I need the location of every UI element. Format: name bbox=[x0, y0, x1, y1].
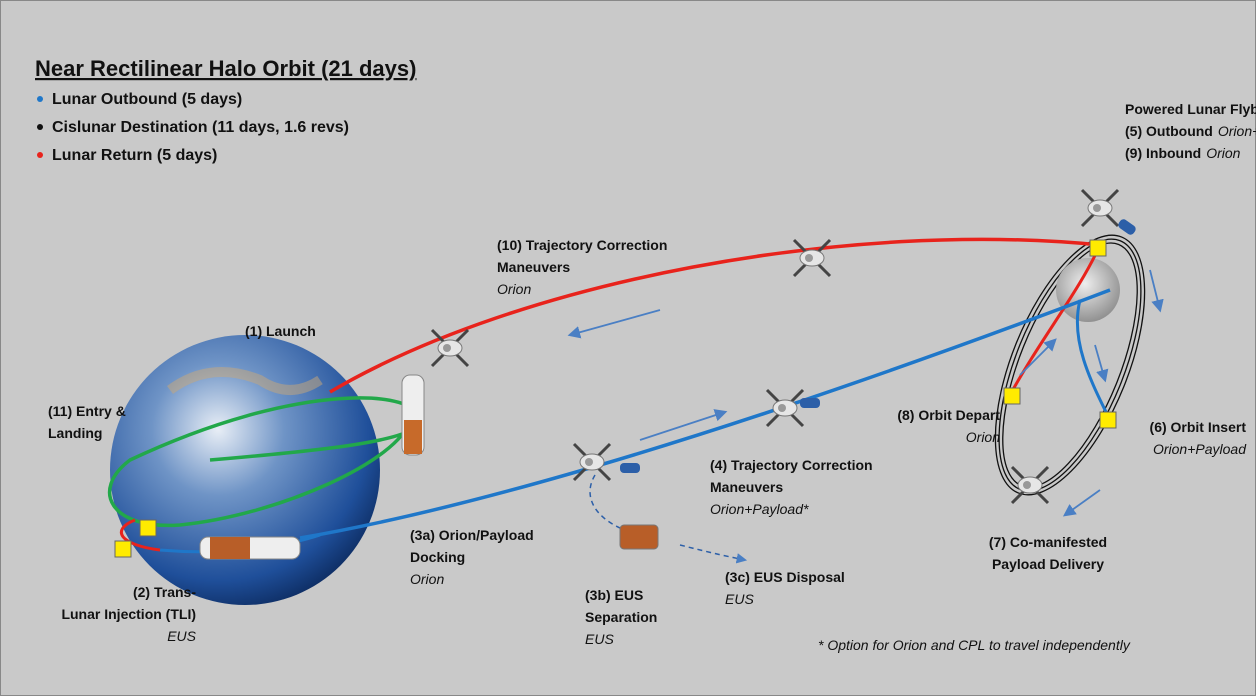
return-trajectory bbox=[1008, 244, 1102, 396]
annotation-line: (2) Trans- bbox=[133, 584, 196, 600]
annotation-line: Landing bbox=[48, 425, 102, 441]
flyby-who: Orion+Payload bbox=[1218, 123, 1256, 139]
flyby-label: (5) Outbound bbox=[1125, 123, 1213, 139]
outbound-trajectory bbox=[1075, 299, 1112, 421]
annotation-line: Payload Delivery bbox=[992, 556, 1104, 572]
annotation-line: (6) Orbit Insert bbox=[1150, 419, 1247, 435]
flyby-item: (9) Inbound Orion bbox=[1125, 145, 1241, 161]
annotation-line: (1) Launch bbox=[245, 323, 316, 339]
flyby-notes: Powered Lunar Flybys (5) Outbound Orion+Pa… bbox=[1125, 101, 1256, 161]
annotation-line: Docking bbox=[410, 549, 465, 565]
annotation-line: Maneuvers bbox=[497, 259, 570, 275]
flyby-heading: Powered Lunar Flybys bbox=[1125, 101, 1256, 117]
outbound-trajectory bbox=[299, 288, 1111, 540]
annotation-sub: EUS bbox=[725, 591, 754, 607]
legend-item: Cislunar Destination (11 days, 1.6 revs) bbox=[52, 119, 349, 136]
annotation-sub: EUS bbox=[585, 631, 614, 647]
footnote: * Option for Orion and CPL to travel ind… bbox=[818, 637, 1131, 653]
annotation-line: Lunar Injection (TLI) bbox=[61, 606, 196, 622]
event-markers bbox=[114, 239, 1117, 558]
flyby-who: Orion bbox=[1206, 145, 1240, 161]
annotation-line: (11) Entry & bbox=[48, 403, 126, 419]
annotation-sub: Orion bbox=[410, 571, 444, 587]
return-trajectory bbox=[329, 237, 1101, 394]
annotation-line: (7) Co-manifested bbox=[989, 534, 1107, 550]
legend-item: Lunar Return (5 days) bbox=[52, 147, 217, 164]
annotation-line: (8) Orbit Depart bbox=[897, 407, 1000, 423]
annotation-sub: Orion+Payload bbox=[1153, 441, 1247, 457]
annotation-sub: Orion bbox=[966, 429, 1000, 445]
annotation-line: (4) Trajectory Correction bbox=[710, 457, 873, 473]
legend-bullet bbox=[37, 124, 43, 130]
annotation-sub: Orion bbox=[497, 281, 531, 297]
flyby-item: (5) Outbound Orion+Payload bbox=[1125, 123, 1256, 139]
title: Near Rectilinear Halo Orbit (21 days) bbox=[35, 56, 416, 81]
legend-item: Lunar Outbound (5 days) bbox=[52, 91, 242, 108]
entry-trajectory bbox=[108, 396, 422, 528]
annotation-sub: EUS bbox=[167, 628, 196, 644]
annotation-sub: Orion+Payload* bbox=[710, 501, 809, 517]
annotation-line: (3a) Orion/Payload bbox=[410, 527, 534, 543]
annotation-line: Maneuvers bbox=[710, 479, 783, 495]
spacecraft bbox=[199, 188, 1136, 560]
annotation-line: (10) Trajectory Correction bbox=[497, 237, 667, 253]
direction-arrows bbox=[567, 269, 1164, 517]
flyby-label: (9) Inbound bbox=[1125, 145, 1201, 161]
annotation-line: (3b) EUS bbox=[585, 587, 643, 603]
legend: Lunar Outbound (5 days) Cislunar Destinat… bbox=[37, 91, 349, 164]
legend-bullet bbox=[37, 152, 43, 158]
annotations: (10) Trajectory Correction Maneuvers Orion… bbox=[48, 237, 1247, 647]
annotation-line: Separation bbox=[585, 609, 657, 625]
return-trajectory bbox=[119, 518, 161, 552]
legend-bullet bbox=[37, 96, 43, 102]
earth-land bbox=[167, 367, 323, 395]
annotation-line: (3c) EUS Disposal bbox=[725, 569, 845, 585]
